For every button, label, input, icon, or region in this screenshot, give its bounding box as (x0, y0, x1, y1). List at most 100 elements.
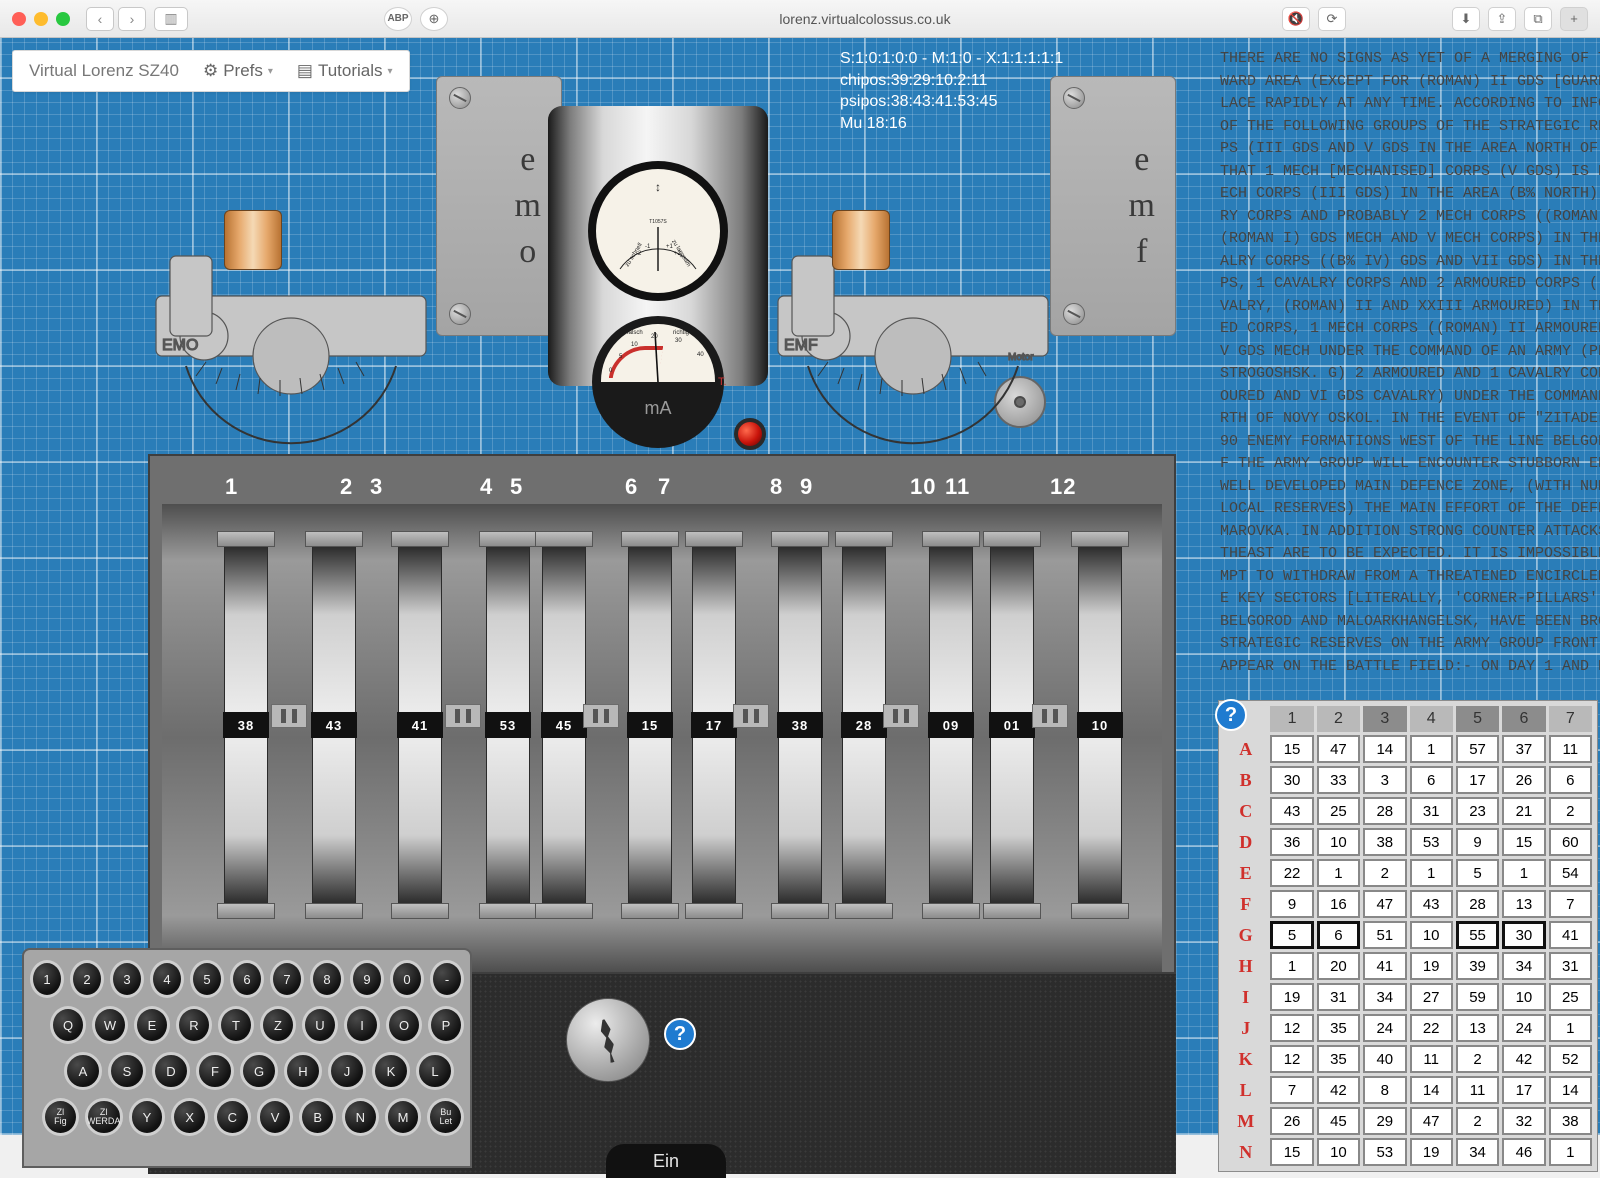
settings-cell[interactable]: 59 (1456, 983, 1499, 1011)
cipher-wheel[interactable]: 17 (692, 540, 736, 910)
settings-col-header[interactable]: 4 (1410, 706, 1453, 732)
settings-cell[interactable]: 11 (1456, 1076, 1499, 1104)
keyboard-key[interactable]: 1 (30, 960, 64, 998)
settings-cell[interactable]: 34 (1502, 952, 1545, 980)
settings-cell[interactable]: 1 (1549, 1014, 1592, 1042)
settings-col-header[interactable]: 2 (1317, 706, 1360, 732)
settings-cell[interactable]: 47 (1317, 735, 1360, 763)
settings-cell[interactable]: 32 (1502, 1107, 1545, 1135)
settings-cell[interactable]: 30 (1502, 921, 1545, 949)
settings-cell[interactable]: 41 (1549, 921, 1592, 949)
emf-cover[interactable]: emf (1050, 76, 1176, 336)
keyboard-key[interactable]: Y (129, 1098, 166, 1136)
settings-cell[interactable]: 27 (1410, 983, 1453, 1011)
new-tab-button[interactable]: + (1560, 7, 1588, 31)
settings-col-header[interactable]: 1 (1270, 706, 1313, 732)
keyhole[interactable] (566, 998, 650, 1082)
close-window-icon[interactable] (12, 12, 26, 26)
cipher-wheel[interactable]: 28 (842, 540, 886, 910)
keyboard-key[interactable]: F (196, 1052, 234, 1090)
ein-button[interactable]: Ein (606, 1144, 726, 1178)
speed-gauge[interactable]: ↕ T1057S zu schnell zu langsam -2-1 +1+2 (588, 161, 728, 301)
keyboard-key[interactable]: Z (260, 1006, 296, 1044)
settings-cell[interactable]: 51 (1363, 921, 1406, 949)
settings-cell[interactable]: 28 (1456, 890, 1499, 918)
keyboard-key[interactable]: BuLet (427, 1098, 464, 1136)
downloads-button[interactable]: ⬇ (1452, 7, 1480, 31)
keyboard-key[interactable]: H (284, 1052, 322, 1090)
settings-cell[interactable]: 11 (1549, 735, 1592, 763)
settings-cell[interactable]: 5 (1456, 859, 1499, 887)
settings-cell[interactable]: 29 (1363, 1107, 1406, 1135)
settings-cell[interactable]: 13 (1502, 890, 1545, 918)
tabs-button[interactable]: ⧉ (1524, 7, 1552, 31)
settings-cell[interactable]: 5 (1270, 921, 1313, 949)
cipher-wheel[interactable]: 38 (224, 540, 268, 910)
sidebar-button[interactable]: ▥ (154, 7, 188, 31)
settings-cell[interactable]: 15 (1502, 828, 1545, 856)
settings-cell[interactable]: 45 (1317, 1107, 1360, 1135)
cipher-wheel[interactable]: 43 (312, 540, 356, 910)
settings-cell[interactable]: 15 (1270, 1138, 1313, 1166)
keyboard-key[interactable]: Q (50, 1006, 86, 1044)
settings-cell[interactable]: 22 (1270, 859, 1313, 887)
keyboard-key[interactable]: A (64, 1052, 102, 1090)
settings-cell[interactable]: 1 (1317, 859, 1360, 887)
settings-cell[interactable]: 3 (1363, 766, 1406, 794)
settings-cell[interactable]: 21 (1502, 797, 1545, 825)
settings-cell[interactable]: 19 (1410, 952, 1453, 980)
settings-cell[interactable]: 6 (1549, 766, 1592, 794)
settings-cell[interactable]: 35 (1317, 1045, 1360, 1073)
settings-cell[interactable]: 53 (1363, 1138, 1406, 1166)
emo-cover[interactable]: emo (436, 76, 562, 336)
settings-cell[interactable]: 9 (1456, 828, 1499, 856)
settings-cell[interactable]: 36 (1270, 828, 1313, 856)
settings-cell[interactable]: 31 (1549, 952, 1592, 980)
emf-tape-mechanism[interactable]: EMF Motor (768, 186, 1058, 446)
tape-reel[interactable] (832, 210, 890, 270)
keyboard-key[interactable]: 8 (310, 960, 344, 998)
keyboard-key[interactable]: ZlWERDA (85, 1098, 123, 1136)
keyboard-key[interactable]: K (372, 1052, 410, 1090)
back-button[interactable]: ‹ (86, 7, 114, 31)
settings-cell[interactable]: 33 (1317, 766, 1360, 794)
settings-cell[interactable]: 10 (1502, 983, 1545, 1011)
cipher-wheel[interactable]: 09 (929, 540, 973, 910)
keyboard-key[interactable]: R (176, 1006, 212, 1044)
settings-cell[interactable]: 47 (1363, 890, 1406, 918)
cipher-wheel[interactable]: 38 (778, 540, 822, 910)
settings-cell[interactable]: 43 (1410, 890, 1453, 918)
settings-col-header[interactable]: 6 (1502, 706, 1545, 732)
settings-cell[interactable]: 26 (1270, 1107, 1313, 1135)
settings-col-header[interactable]: 7 (1549, 706, 1592, 732)
window-traffic-lights[interactable] (12, 12, 70, 26)
settings-cell[interactable]: 55 (1456, 921, 1499, 949)
tape-reel[interactable] (224, 210, 282, 270)
keyboard-key[interactable]: I (344, 1006, 380, 1044)
settings-col-header[interactable]: 5 (1456, 706, 1499, 732)
zoom-window-icon[interactable] (56, 12, 70, 26)
keyboard-key[interactable]: G (240, 1052, 278, 1090)
power-lamp[interactable] (734, 418, 766, 450)
keyboard-key[interactable]: S (108, 1052, 146, 1090)
keyboard-key[interactable]: E (134, 1006, 170, 1044)
settings-cell[interactable]: 14 (1410, 1076, 1453, 1104)
keyboard-key[interactable]: M (385, 1098, 422, 1136)
keyboard-key[interactable]: C (214, 1098, 251, 1136)
mute-icon[interactable]: 🔇 (1282, 7, 1310, 31)
settings-cell[interactable]: 35 (1317, 1014, 1360, 1042)
settings-cell[interactable]: 38 (1363, 828, 1406, 856)
settings-cell[interactable]: 34 (1456, 1138, 1499, 1166)
extension-icon[interactable]: ⊕ (420, 7, 448, 31)
keyboard-key[interactable]: W (92, 1006, 128, 1044)
settings-cell[interactable]: 28 (1363, 797, 1406, 825)
settings-cell[interactable]: 19 (1270, 983, 1313, 1011)
settings-cell[interactable]: 13 (1456, 1014, 1499, 1042)
cipher-wheel[interactable]: 01 (990, 540, 1034, 910)
keyboard-key[interactable]: 7 (270, 960, 304, 998)
settings-cell[interactable]: 12 (1270, 1014, 1313, 1042)
keyboard-key[interactable]: D (152, 1052, 190, 1090)
settings-cell[interactable]: 25 (1317, 797, 1360, 825)
cipher-wheel[interactable]: 10 (1078, 540, 1122, 910)
forward-button[interactable]: › (118, 7, 146, 31)
